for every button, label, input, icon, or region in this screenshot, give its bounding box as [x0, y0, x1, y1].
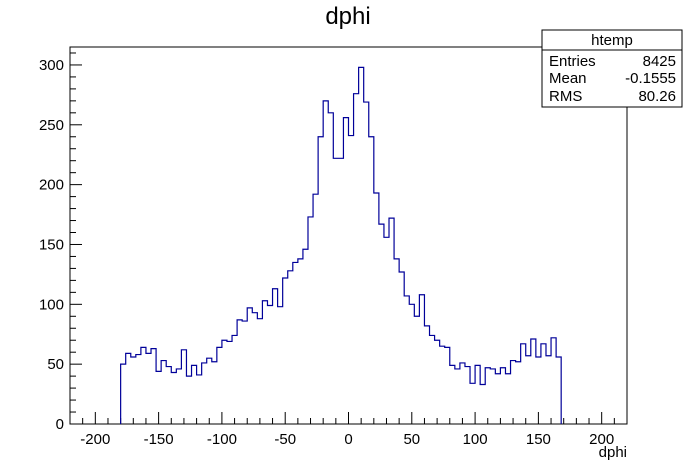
y-tick-label: 100 — [39, 296, 64, 313]
stats-box-frame — [541, 29, 683, 108]
x-axis: -200 -150 -100 -50 0 50 100 150 200 — [69, 412, 628, 448]
histogram-line — [120, 66, 562, 424]
stats-entries-label: Entries — [549, 53, 596, 70]
x-tick-label: -150 — [144, 431, 174, 448]
chart-title: dphi — [325, 3, 370, 30]
stats-entries-value: 8425 — [643, 53, 676, 70]
y-tick-label: 200 — [39, 177, 64, 194]
x-tick-label: -100 — [207, 431, 237, 448]
x-tick-label: 200 — [589, 431, 614, 448]
y-tick-label: 250 — [39, 117, 64, 134]
x-tick-label: -200 — [80, 431, 110, 448]
stats-box-name: htemp — [591, 32, 633, 49]
y-tick-label: 300 — [39, 57, 64, 74]
stats-rms-value: 80.26 — [638, 88, 676, 105]
x-tick-label: 0 — [344, 431, 352, 448]
x-tick-label: 50 — [403, 431, 420, 448]
stats-mean-value: -0.1555 — [625, 70, 676, 87]
x-axis-label: dphi — [599, 444, 627, 461]
stats-box: htemp Entries 8425 Mean -0.1555 RMS 80.2… — [541, 29, 683, 108]
x-tick-label: 150 — [526, 431, 551, 448]
y-axis: 0 50 100 150 200 250 300 — [39, 52, 82, 433]
x-tick-label: 100 — [463, 431, 488, 448]
y-tick-label: 150 — [39, 236, 64, 253]
y-tick-label: 0 — [56, 416, 64, 433]
stats-rms-label: RMS — [549, 88, 582, 105]
stats-mean-label: Mean — [549, 70, 587, 87]
x-tick-label: -50 — [274, 431, 296, 448]
y-tick-label: 50 — [47, 356, 64, 373]
